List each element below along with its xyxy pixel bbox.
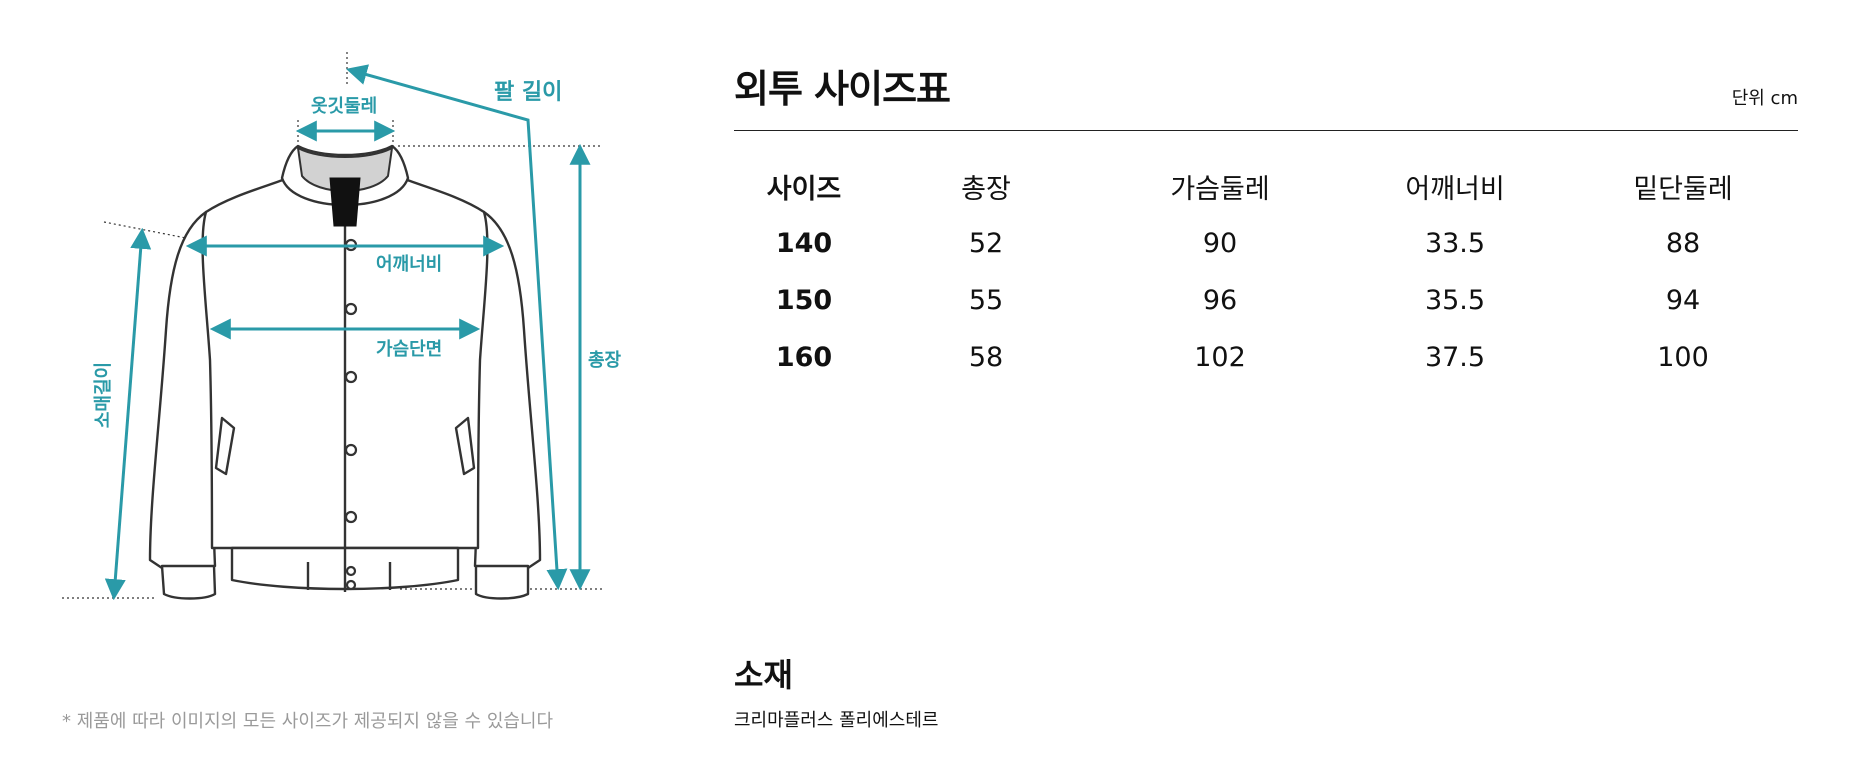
size-cell: 160: [775, 342, 833, 373]
total-length-cell: 55: [968, 285, 1004, 316]
size-table-title: 외투 사이즈표: [734, 67, 951, 111]
shoulder-width-label: 어깨너비: [376, 254, 443, 275]
material-description: 크리마플러스 폴리에스테르: [734, 710, 939, 731]
header-divider: [734, 130, 1798, 131]
table-row: 150 55 96 35.5 94: [734, 272, 1798, 329]
header-size: 사이즈: [766, 174, 842, 205]
total-length-label: 총장: [588, 350, 622, 371]
sleeve-length-label: 소매길이: [93, 361, 114, 429]
hem-cell: 88: [1665, 228, 1701, 259]
chest-cell: 96: [1202, 285, 1238, 316]
arm-length-label: 팔 길이: [494, 80, 563, 105]
hem-cell: 94: [1665, 285, 1701, 316]
total-length-cell: 52: [968, 228, 1004, 259]
chest-cell: 102: [1194, 342, 1246, 373]
collar-circumference-label: 옷깃둘레: [311, 96, 378, 117]
table-header-row: 사이즈 총장 가슴둘레 어깨너비 밑단둘레: [734, 158, 1798, 215]
table-row: 160 58 102 37.5 100: [734, 329, 1798, 386]
header-hem: 밑단둘레: [1633, 174, 1733, 205]
header-chest: 가슴둘레: [1170, 174, 1270, 205]
size-table: 사이즈 총장 가슴둘레 어깨너비 밑단둘레 140 52 90 33.5 88 …: [734, 158, 1798, 386]
shoulder-cell: 37.5: [1424, 342, 1486, 373]
shoulder-cell: 33.5: [1424, 228, 1486, 259]
jacket-measurement-diagram: 옷깃둘레 팔 길이 어깨너비 가슴단면 총장 소매길이: [0, 0, 700, 782]
total-length-cell: 58: [968, 342, 1004, 373]
size-cell: 150: [775, 285, 833, 316]
unit-label: 단위 cm: [1731, 88, 1798, 109]
header-total-length: 총장: [961, 174, 1011, 205]
material-title: 소재: [734, 656, 793, 694]
size-cell: 140: [775, 228, 833, 259]
chest-width-label: 가슴단면: [376, 339, 443, 360]
chest-cell: 90: [1202, 228, 1238, 259]
table-row: 140 52 90 33.5 88: [734, 215, 1798, 272]
shoulder-cell: 35.5: [1424, 285, 1486, 316]
disclaimer-note: * 제품에 따라 이미지의 모든 사이즈가 제공되지 않을 수 있습니다: [62, 711, 554, 732]
jacket-illustration: [62, 52, 602, 601]
hem-cell: 100: [1657, 342, 1709, 373]
header-shoulder: 어깨너비: [1405, 174, 1505, 205]
